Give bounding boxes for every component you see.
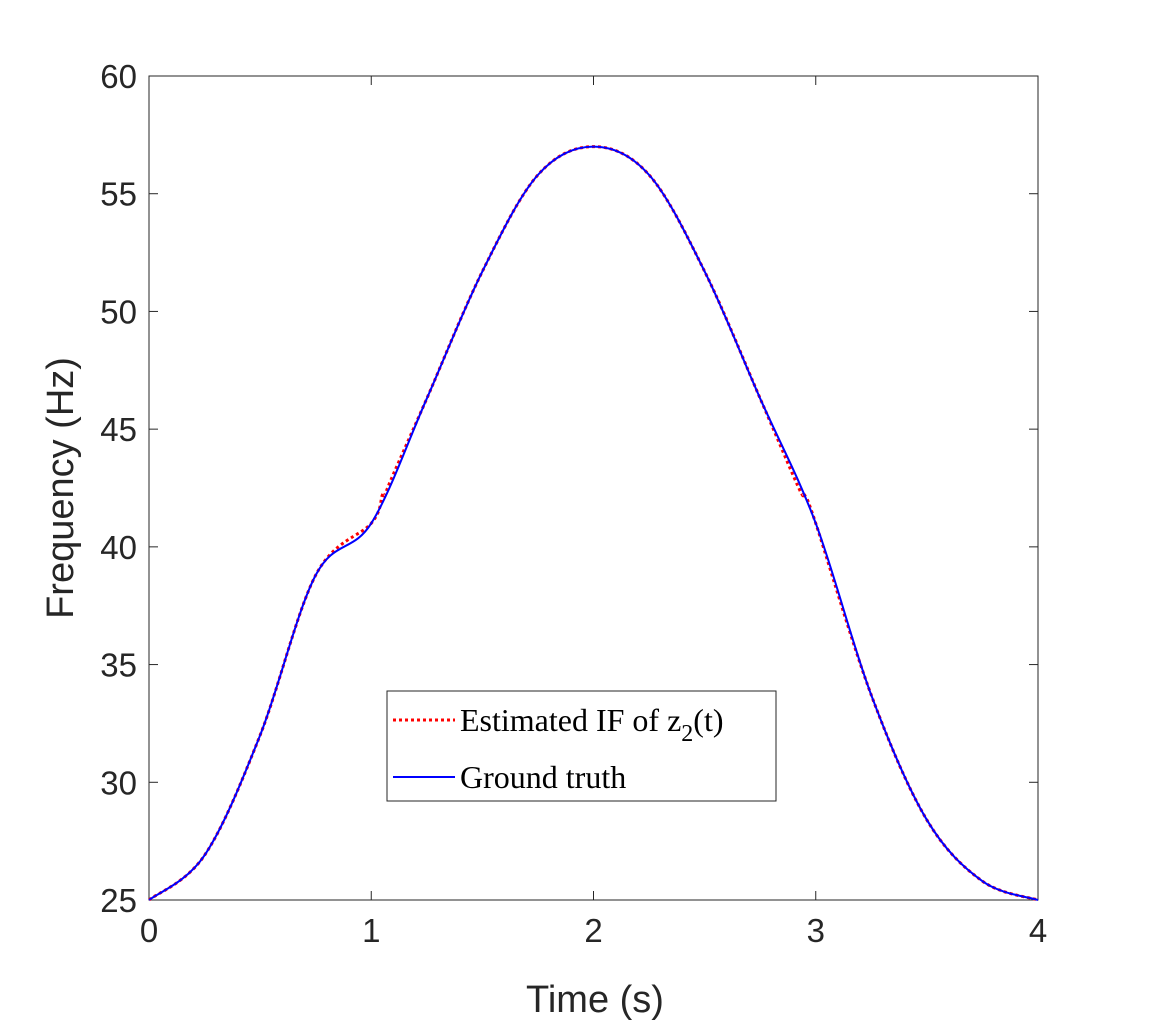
x-tick-label: 3 bbox=[807, 912, 825, 949]
y-tick-label: 30 bbox=[100, 764, 137, 801]
y-tick-label: 35 bbox=[100, 647, 137, 684]
y-axis-label: Frequency (Hz) bbox=[40, 357, 82, 619]
legend-label-estimated-sub: 2 bbox=[681, 721, 693, 747]
x-tick-label: 0 bbox=[140, 912, 158, 949]
y-tick-label: 40 bbox=[100, 529, 137, 566]
legend-label-ground-truth: Ground truth bbox=[460, 759, 626, 795]
legend: Estimated IF of z2(t) Ground truth bbox=[386, 690, 777, 802]
x-tick-label: 4 bbox=[1029, 912, 1047, 949]
y-tick-label: 60 bbox=[100, 58, 137, 95]
y-tick-label: 55 bbox=[100, 176, 137, 213]
legend-box bbox=[386, 690, 777, 802]
legend-label-estimated-tail: (t) bbox=[693, 702, 723, 738]
legend-label-estimated-main: Estimated IF of z bbox=[460, 702, 681, 738]
series-line-ground-truth bbox=[148, 145, 1039, 901]
x-tick-label: 2 bbox=[584, 912, 602, 949]
series-layer bbox=[148, 145, 1039, 902]
x-tick-label: 1 bbox=[362, 912, 380, 949]
legend-label-estimated: Estimated IF of z2(t) bbox=[460, 702, 723, 747]
y-tick-label: 45 bbox=[100, 411, 137, 448]
y-tick-label: 50 bbox=[100, 293, 137, 330]
y-tick-label: 25 bbox=[100, 882, 137, 919]
axis-ticks: 0 1 2 3 4 25 30 35 40 45 50 55 60 bbox=[100, 58, 1047, 949]
x-axis-label: Time (s) bbox=[526, 979, 664, 1021]
